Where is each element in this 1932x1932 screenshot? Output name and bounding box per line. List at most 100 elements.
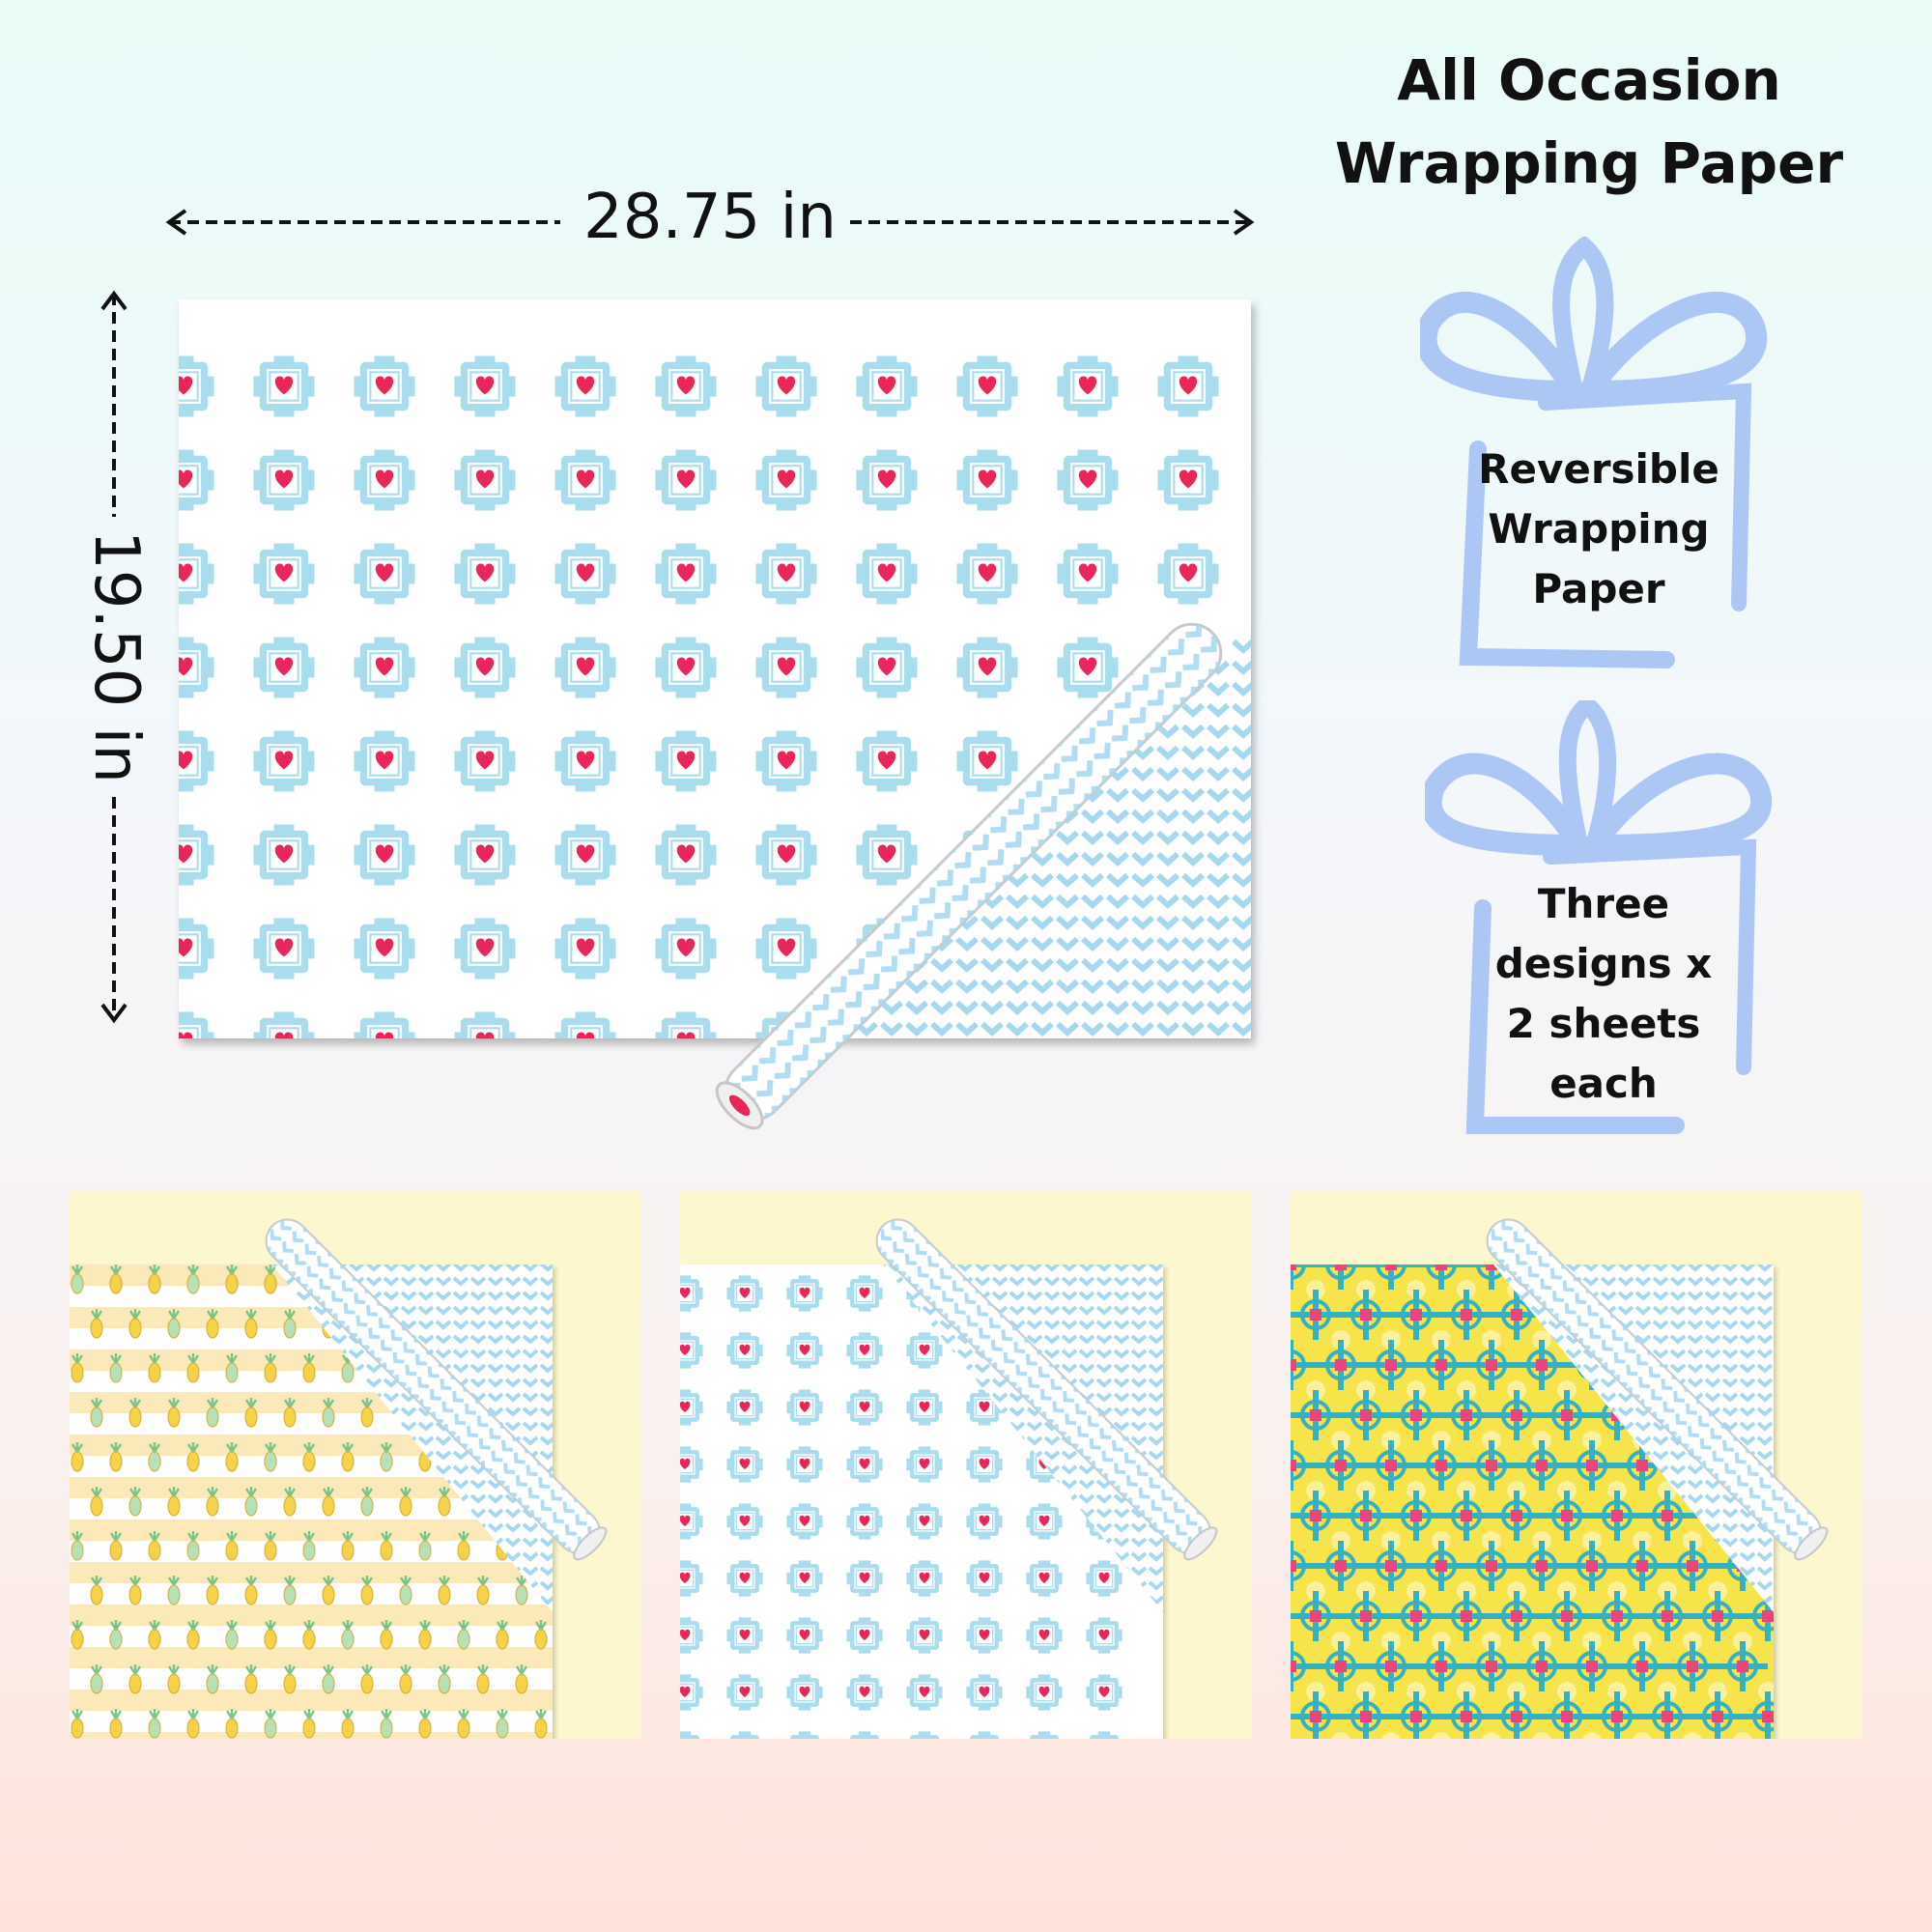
heart-tile bbox=[1086, 1275, 1122, 1312]
pineapple-icon bbox=[496, 1353, 509, 1383]
pineapple-icon bbox=[322, 1664, 335, 1694]
heart-tile bbox=[786, 1332, 823, 1369]
heart-tile bbox=[956, 543, 1018, 605]
pineapple-icon bbox=[128, 1398, 142, 1428]
heart-tile bbox=[253, 918, 315, 980]
heart-tile bbox=[680, 1446, 703, 1483]
pineapple-icon bbox=[515, 1664, 528, 1694]
heart-tile bbox=[786, 1674, 823, 1711]
geometric-motif bbox=[1291, 1541, 1325, 1601]
heart-tile bbox=[554, 355, 616, 417]
pineapple-icon bbox=[186, 1620, 200, 1650]
pineapple-icon bbox=[438, 1576, 451, 1605]
pineapple-icon bbox=[186, 1531, 200, 1561]
heart-tile bbox=[680, 1275, 703, 1312]
geometric-motif bbox=[1692, 1691, 1752, 1739]
pineapple-icon bbox=[399, 1398, 412, 1428]
pineapple-icon bbox=[515, 1576, 528, 1605]
pineapple-icon bbox=[515, 1309, 528, 1339]
pineapple-icon bbox=[109, 1709, 123, 1739]
heart-tile bbox=[856, 918, 918, 980]
heart-tile bbox=[179, 637, 214, 698]
pineapple-icon bbox=[496, 1442, 509, 1472]
design-thumbnail-hearts[interactable] bbox=[680, 1191, 1252, 1739]
heart-tile bbox=[966, 1389, 1003, 1426]
pineapple-icon bbox=[264, 1264, 277, 1294]
heart-tile bbox=[906, 1617, 943, 1654]
geometric-motif bbox=[1391, 1290, 1451, 1350]
heart-tile bbox=[856, 449, 918, 511]
pineapple-icon bbox=[534, 1709, 548, 1739]
heart-tile-pattern bbox=[680, 1264, 1163, 1739]
pineapple-icon bbox=[71, 1264, 84, 1294]
heart-tile bbox=[680, 1560, 703, 1597]
pineapple-icon bbox=[148, 1620, 161, 1650]
heart-tile bbox=[1157, 355, 1219, 417]
heart-tile bbox=[1090, 1731, 1119, 1739]
heart-tile bbox=[966, 1503, 1003, 1540]
heart-tile bbox=[956, 355, 1018, 417]
pineapple-stripe-pattern bbox=[70, 1264, 553, 1739]
geometric-motif bbox=[1291, 1641, 1325, 1701]
heart-tile bbox=[354, 543, 415, 605]
heart-tile bbox=[1026, 1560, 1063, 1597]
heart-tile bbox=[454, 637, 516, 698]
heart-tile bbox=[755, 637, 817, 698]
geometric-motif bbox=[1391, 1691, 1451, 1739]
pineapple-icon bbox=[264, 1531, 277, 1561]
heart-tile bbox=[846, 1617, 883, 1654]
heart-tile bbox=[1030, 1731, 1059, 1739]
design-thumbnail-pineapple[interactable] bbox=[70, 1191, 641, 1739]
heart-tile bbox=[354, 1011, 415, 1038]
heart-tile bbox=[850, 1731, 879, 1739]
heart-tile-pattern bbox=[179, 355, 1219, 1038]
pineapple-icon bbox=[496, 1264, 509, 1294]
heart-tile bbox=[1026, 1446, 1063, 1483]
pineapple-icon bbox=[244, 1487, 258, 1517]
pineapple-icon bbox=[476, 1398, 490, 1428]
heart-tile bbox=[1157, 730, 1219, 792]
geometric-motif bbox=[1341, 1591, 1401, 1651]
geometric-motif bbox=[1416, 1641, 1476, 1701]
pineapple-icon bbox=[186, 1442, 200, 1472]
pineapple-icon bbox=[341, 1709, 355, 1739]
pineapple-pattern-svg bbox=[71, 1264, 548, 1739]
pineapple-icon bbox=[225, 1353, 239, 1383]
pineapple-icon bbox=[341, 1353, 355, 1383]
heart-tile bbox=[1026, 1503, 1063, 1540]
pineapple-icon bbox=[225, 1709, 239, 1739]
heart-tile bbox=[726, 1389, 763, 1426]
pineapple-icon bbox=[360, 1398, 374, 1428]
heart-tile bbox=[755, 730, 817, 792]
wrapping-paper-sheet bbox=[179, 299, 1251, 1038]
heart-tile bbox=[1086, 1446, 1122, 1483]
heart-tile bbox=[786, 1275, 823, 1312]
pineapple-icon bbox=[438, 1398, 451, 1428]
pineapple-icon bbox=[399, 1487, 412, 1517]
heart-tile bbox=[966, 1560, 1003, 1597]
pineapple-icon bbox=[380, 1709, 393, 1739]
heart-tile bbox=[655, 449, 717, 511]
pineapple-icon bbox=[534, 1353, 548, 1383]
pineapple-icon bbox=[71, 1531, 84, 1561]
pineapple-icon bbox=[476, 1576, 490, 1605]
pineapple-icon bbox=[148, 1353, 161, 1383]
heart-tile bbox=[1057, 730, 1119, 792]
heart-tile bbox=[726, 1332, 763, 1369]
heart-tile bbox=[554, 918, 616, 980]
heart-tile bbox=[554, 824, 616, 886]
heart-tile bbox=[726, 1446, 763, 1483]
heart-tile bbox=[253, 355, 315, 417]
pineapple-icon bbox=[128, 1576, 142, 1605]
heart-tile bbox=[680, 1731, 699, 1739]
design-thumbnail-geometric[interactable] bbox=[1291, 1191, 1862, 1739]
pineapple-icon bbox=[341, 1620, 355, 1650]
width-dimension: 28.75 in bbox=[164, 184, 1256, 251]
pineapple-icon bbox=[476, 1487, 490, 1517]
pineapple-icon bbox=[438, 1664, 451, 1694]
heart-tile bbox=[755, 1011, 817, 1038]
heart-tile bbox=[179, 355, 214, 417]
heart-tile bbox=[956, 730, 1018, 792]
heart-tile bbox=[655, 918, 717, 980]
heart-tile bbox=[1086, 1332, 1122, 1369]
